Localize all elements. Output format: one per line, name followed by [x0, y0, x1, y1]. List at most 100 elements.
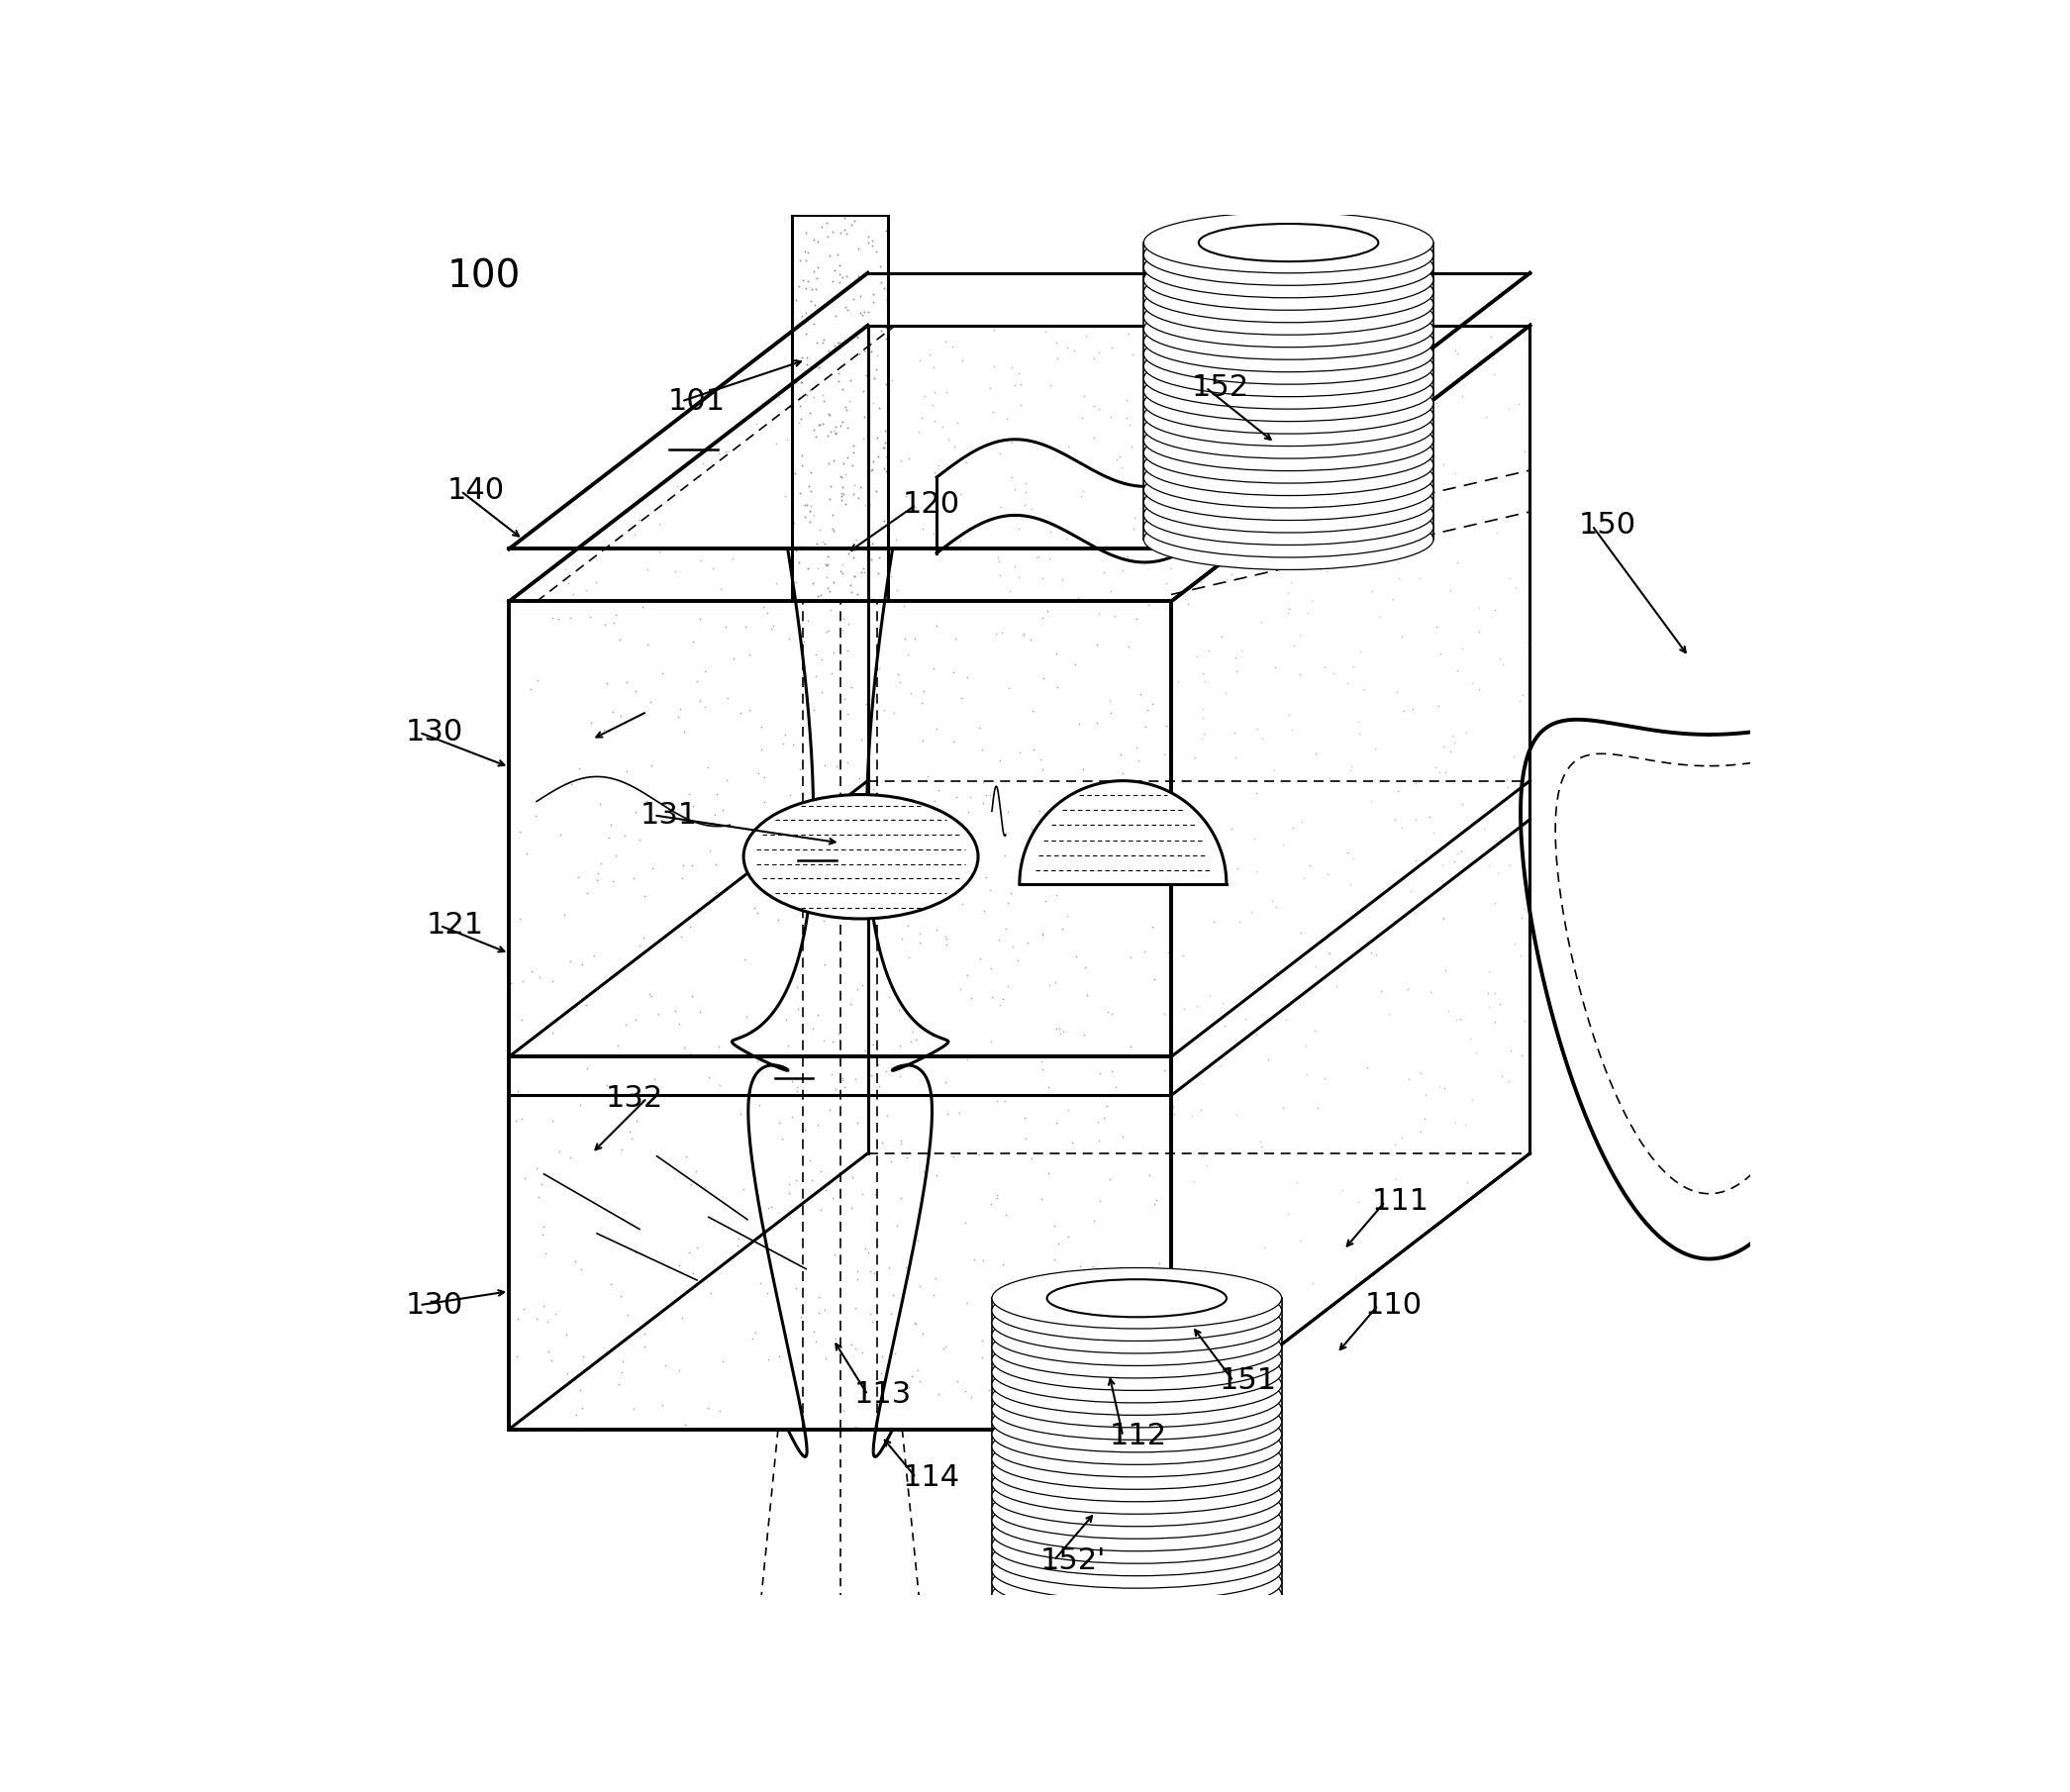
Ellipse shape: [992, 1317, 1281, 1378]
Point: [772, 1179, 805, 1208]
Point: [1060, 650, 1093, 679]
Point: [710, 437, 743, 466]
Point: [840, 975, 874, 1004]
Point: [571, 1054, 604, 1082]
Point: [882, 659, 915, 688]
Point: [1343, 638, 1377, 667]
Point: [611, 1301, 644, 1330]
Point: [861, 937, 894, 966]
Text: 101: 101: [669, 387, 724, 416]
Point: [615, 1124, 648, 1152]
Point: [782, 478, 816, 507]
Point: [836, 543, 869, 572]
Point: [1023, 543, 1056, 572]
Point: [538, 1299, 571, 1328]
Point: [907, 726, 940, 754]
Point: [1041, 857, 1074, 885]
Point: [890, 640, 923, 668]
Point: [838, 901, 871, 930]
Point: [1381, 548, 1414, 577]
Point: [741, 835, 774, 864]
Point: [1052, 432, 1085, 461]
Point: [809, 1176, 842, 1204]
Point: [1056, 1129, 1089, 1158]
Point: [776, 1066, 809, 1095]
Point: [532, 1337, 565, 1366]
Point: [842, 339, 876, 367]
Point: [667, 717, 700, 745]
Point: [1252, 1045, 1285, 1073]
Point: [822, 328, 855, 357]
Point: [1391, 1064, 1424, 1093]
Point: [849, 534, 882, 563]
Point: [677, 1258, 710, 1287]
Ellipse shape: [992, 1514, 1281, 1575]
Point: [836, 1163, 869, 1192]
Point: [797, 375, 830, 403]
Point: [905, 688, 938, 717]
Ellipse shape: [1143, 471, 1432, 532]
Point: [669, 1142, 702, 1170]
Point: [580, 568, 613, 597]
Point: [834, 1193, 867, 1222]
Point: [921, 776, 954, 805]
Point: [1076, 344, 1110, 373]
Point: [1308, 1064, 1341, 1093]
Point: [561, 864, 594, 892]
Point: [832, 412, 865, 441]
Point: [785, 1303, 818, 1331]
Point: [706, 796, 739, 824]
Point: [973, 876, 1006, 905]
Point: [1455, 1086, 1488, 1115]
Point: [778, 1274, 811, 1303]
Point: [722, 1100, 756, 1129]
Point: [1095, 1057, 1128, 1086]
Point: [774, 1102, 807, 1131]
Point: [1155, 1301, 1188, 1330]
Point: [1018, 1396, 1052, 1425]
Point: [789, 491, 822, 520]
Point: [789, 246, 822, 274]
Point: [1428, 955, 1461, 984]
Point: [855, 545, 888, 573]
Point: [1472, 851, 1505, 880]
Point: [1178, 1167, 1211, 1195]
Point: [782, 246, 816, 274]
Point: [1016, 697, 1049, 726]
Point: [1130, 695, 1163, 724]
Point: [683, 998, 716, 1027]
Point: [693, 835, 727, 864]
Point: [1068, 382, 1101, 410]
Point: [1385, 398, 1418, 426]
Point: [857, 774, 890, 803]
Point: [992, 797, 1025, 826]
Point: [758, 883, 791, 912]
Point: [983, 561, 1016, 590]
Point: [598, 840, 631, 869]
Point: [851, 222, 884, 251]
Point: [756, 1039, 789, 1068]
Text: 111: 111: [1370, 1188, 1428, 1217]
Point: [830, 699, 863, 728]
Point: [882, 1030, 915, 1059]
Point: [1008, 1102, 1041, 1131]
Point: [925, 846, 958, 874]
Point: [1010, 928, 1043, 957]
Text: 151: 151: [1219, 1367, 1277, 1396]
Point: [816, 659, 849, 688]
Point: [983, 439, 1016, 468]
Point: [826, 480, 859, 509]
Point: [617, 864, 650, 892]
Point: [1474, 323, 1507, 351]
Point: [857, 1260, 890, 1288]
Point: [828, 204, 861, 233]
Point: [1118, 514, 1151, 543]
Point: [1285, 1226, 1319, 1254]
Point: [513, 676, 546, 704]
Point: [1105, 740, 1139, 769]
Point: [1221, 1100, 1254, 1129]
Point: [743, 1090, 776, 1118]
Point: [1170, 330, 1203, 358]
Point: [807, 1027, 840, 1055]
Ellipse shape: [992, 1267, 1281, 1328]
